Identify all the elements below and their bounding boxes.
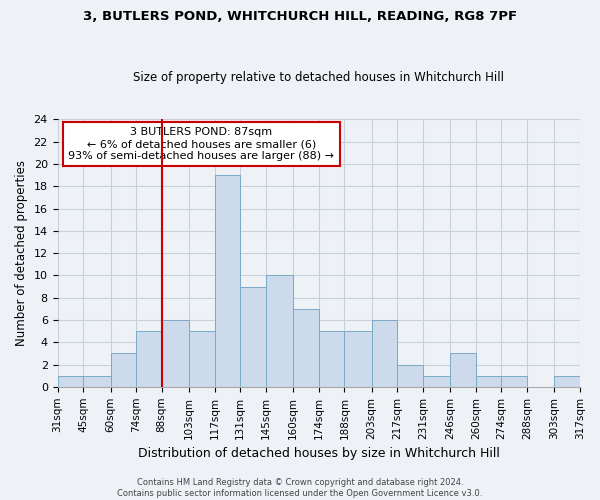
Bar <box>240 286 266 387</box>
Title: Size of property relative to detached houses in Whitchurch Hill: Size of property relative to detached ho… <box>133 70 504 84</box>
Text: 3 BUTLERS POND: 87sqm
← 6% of detached houses are smaller (6)
93% of semi-detach: 3 BUTLERS POND: 87sqm ← 6% of detached h… <box>68 128 334 160</box>
Text: Contains HM Land Registry data © Crown copyright and database right 2024.
Contai: Contains HM Land Registry data © Crown c… <box>118 478 482 498</box>
Bar <box>502 376 527 387</box>
Bar <box>554 376 580 387</box>
X-axis label: Distribution of detached houses by size in Whitchurch Hill: Distribution of detached houses by size … <box>138 447 500 460</box>
Bar <box>161 320 189 387</box>
Bar <box>293 309 319 387</box>
Bar <box>266 276 293 387</box>
Bar <box>83 376 110 387</box>
Bar <box>189 331 215 387</box>
Bar <box>215 175 240 387</box>
Bar <box>110 354 136 387</box>
Bar <box>372 320 397 387</box>
Bar <box>450 354 476 387</box>
Bar <box>397 364 423 387</box>
Bar <box>136 331 161 387</box>
Bar <box>476 376 502 387</box>
Bar <box>344 331 372 387</box>
Y-axis label: Number of detached properties: Number of detached properties <box>15 160 28 346</box>
Bar <box>319 331 344 387</box>
Bar <box>423 376 450 387</box>
Bar <box>58 376 83 387</box>
Text: 3, BUTLERS POND, WHITCHURCH HILL, READING, RG8 7PF: 3, BUTLERS POND, WHITCHURCH HILL, READIN… <box>83 10 517 23</box>
